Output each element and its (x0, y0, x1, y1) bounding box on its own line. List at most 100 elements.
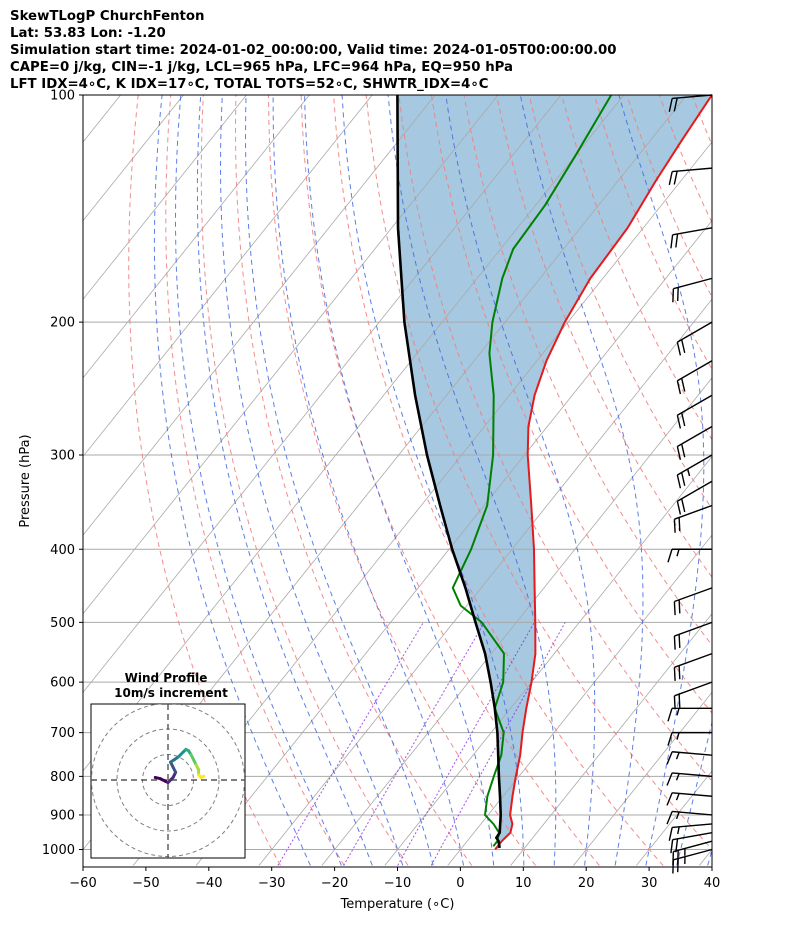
wind-barb (668, 94, 713, 112)
dewpoint-profile (451, 95, 613, 847)
cape-line: CAPE=0 j/kg, CIN=-1 j/kg, LCL=965 hPa, L… (10, 60, 514, 75)
hodograph-subtitle: 10m/s increment (114, 686, 228, 700)
wind-barb (672, 277, 713, 303)
dry-adiabat (757, 95, 794, 866)
y-axis-label: Pressure (hPa) (18, 434, 33, 527)
time-line: Simulation start time: 2024-01-02_00:00:… (10, 43, 617, 58)
isotherm-line (636, 770, 712, 866)
dry-adiabat (333, 95, 664, 866)
dry-adiabat (430, 95, 712, 714)
wind-barb (676, 360, 713, 395)
isotherm-line (83, 95, 373, 458)
isotherm-line (83, 95, 562, 694)
cin-shading (397, 95, 712, 850)
y-tick-label: 800 (50, 770, 75, 785)
wind-barb (666, 751, 713, 765)
mixing-ratio-line (430, 622, 566, 866)
y-tick-label: 400 (50, 543, 75, 558)
mixing-ratio-line (343, 622, 485, 866)
y-tick-label: 700 (50, 726, 75, 741)
wind-barb (673, 681, 713, 710)
wind-barb (672, 840, 713, 866)
y-tick-label: 100 (50, 89, 75, 104)
isotherm-line (447, 534, 712, 866)
y-tick-label: 500 (50, 616, 75, 631)
wind-barb (666, 792, 713, 806)
x-tick-label: −20 (321, 876, 348, 891)
moist-adiabat (272, 95, 464, 866)
y-tick-label: 300 (50, 448, 75, 463)
isotherm-line (510, 613, 712, 866)
x-tick-label: −60 (69, 876, 96, 891)
isotherm-line (83, 95, 247, 300)
wind-barb (670, 227, 713, 249)
dry-adiabat (398, 95, 712, 782)
wind-barb (673, 504, 713, 533)
moist-adiabat (175, 95, 342, 866)
wind-barb (667, 731, 712, 746)
dry-adiabat (268, 95, 536, 866)
moist-adiabat (618, 95, 705, 866)
dry-adiabat (234, 95, 473, 866)
x-tick-label: 20 (578, 876, 595, 891)
wind-barbs (666, 94, 713, 874)
moist-adiabat (196, 95, 373, 866)
mixing-ratio-line (397, 622, 535, 866)
dry-adiabat (658, 95, 712, 224)
wind-barb (676, 480, 713, 515)
isotherm-line (83, 95, 436, 536)
isotherm-line (195, 219, 712, 866)
moist-adiabat (707, 848, 712, 866)
moist-adiabat (445, 95, 596, 866)
moist-adiabat (304, 95, 495, 866)
y-tick-label: 900 (50, 808, 75, 823)
x-tick-label: −30 (258, 876, 285, 891)
chart-header: SkewTLogP ChurchFenton Lat: 53.83 Lon: -… (10, 8, 617, 93)
wind-barb (667, 707, 712, 722)
parcel-profile (396, 95, 503, 849)
moist-adiabat (219, 95, 404, 866)
wind-barb (666, 810, 713, 825)
dry-adiabat (561, 95, 712, 441)
wind-barb (668, 823, 713, 841)
wind-barb (676, 394, 713, 429)
isotherm-line (762, 95, 794, 865)
x-tick-label: 30 (641, 876, 658, 891)
index-line: LFT IDX=4∘C, K IDX=17∘C, TOTAL TOTS=52∘C… (10, 77, 489, 92)
isotherm-line (83, 95, 310, 379)
temperature-profile (494, 95, 712, 851)
x-tick-label: −40 (195, 876, 222, 891)
isotherm-line (698, 848, 712, 866)
wind-barb (676, 425, 713, 460)
dry-adiabat (790, 95, 794, 866)
hodograph-trace (199, 774, 206, 779)
axes: −60 −50 −40 −30 −20 −10 0 10 20 30 40 1000 900 800 700… (18, 89, 720, 913)
wind-barb (667, 548, 712, 563)
wind-barb (666, 772, 713, 786)
dry-adiabat (300, 95, 600, 866)
location-line: Lat: 53.83 Lon: -1.20 (10, 26, 166, 41)
hodograph-title: Wind Profile (125, 671, 208, 685)
x-tick-label: −10 (384, 876, 411, 891)
x-tick-label: 0 (456, 876, 464, 891)
moist-adiabat (341, 95, 525, 866)
x-tick-label: 10 (515, 876, 532, 891)
dry-adiabat (496, 95, 712, 578)
y-tick-label: 200 (50, 316, 75, 331)
wind-barb (673, 621, 713, 650)
chart-title: SkewTLogP ChurchFenton (10, 9, 205, 24)
dry-adiabat (165, 95, 345, 866)
wind-barb (676, 454, 713, 489)
moist-adiabat (153, 95, 311, 866)
wind-barb (673, 652, 713, 681)
isotherm-line (83, 95, 499, 615)
isotherm-line (321, 377, 712, 866)
wind-barb (668, 167, 713, 186)
moist-adiabat (519, 95, 644, 866)
isotherm-line (573, 691, 712, 866)
x-tick-label: 40 (704, 876, 721, 891)
y-tick-label: 1000 (42, 843, 75, 858)
wind-barb (676, 321, 713, 356)
